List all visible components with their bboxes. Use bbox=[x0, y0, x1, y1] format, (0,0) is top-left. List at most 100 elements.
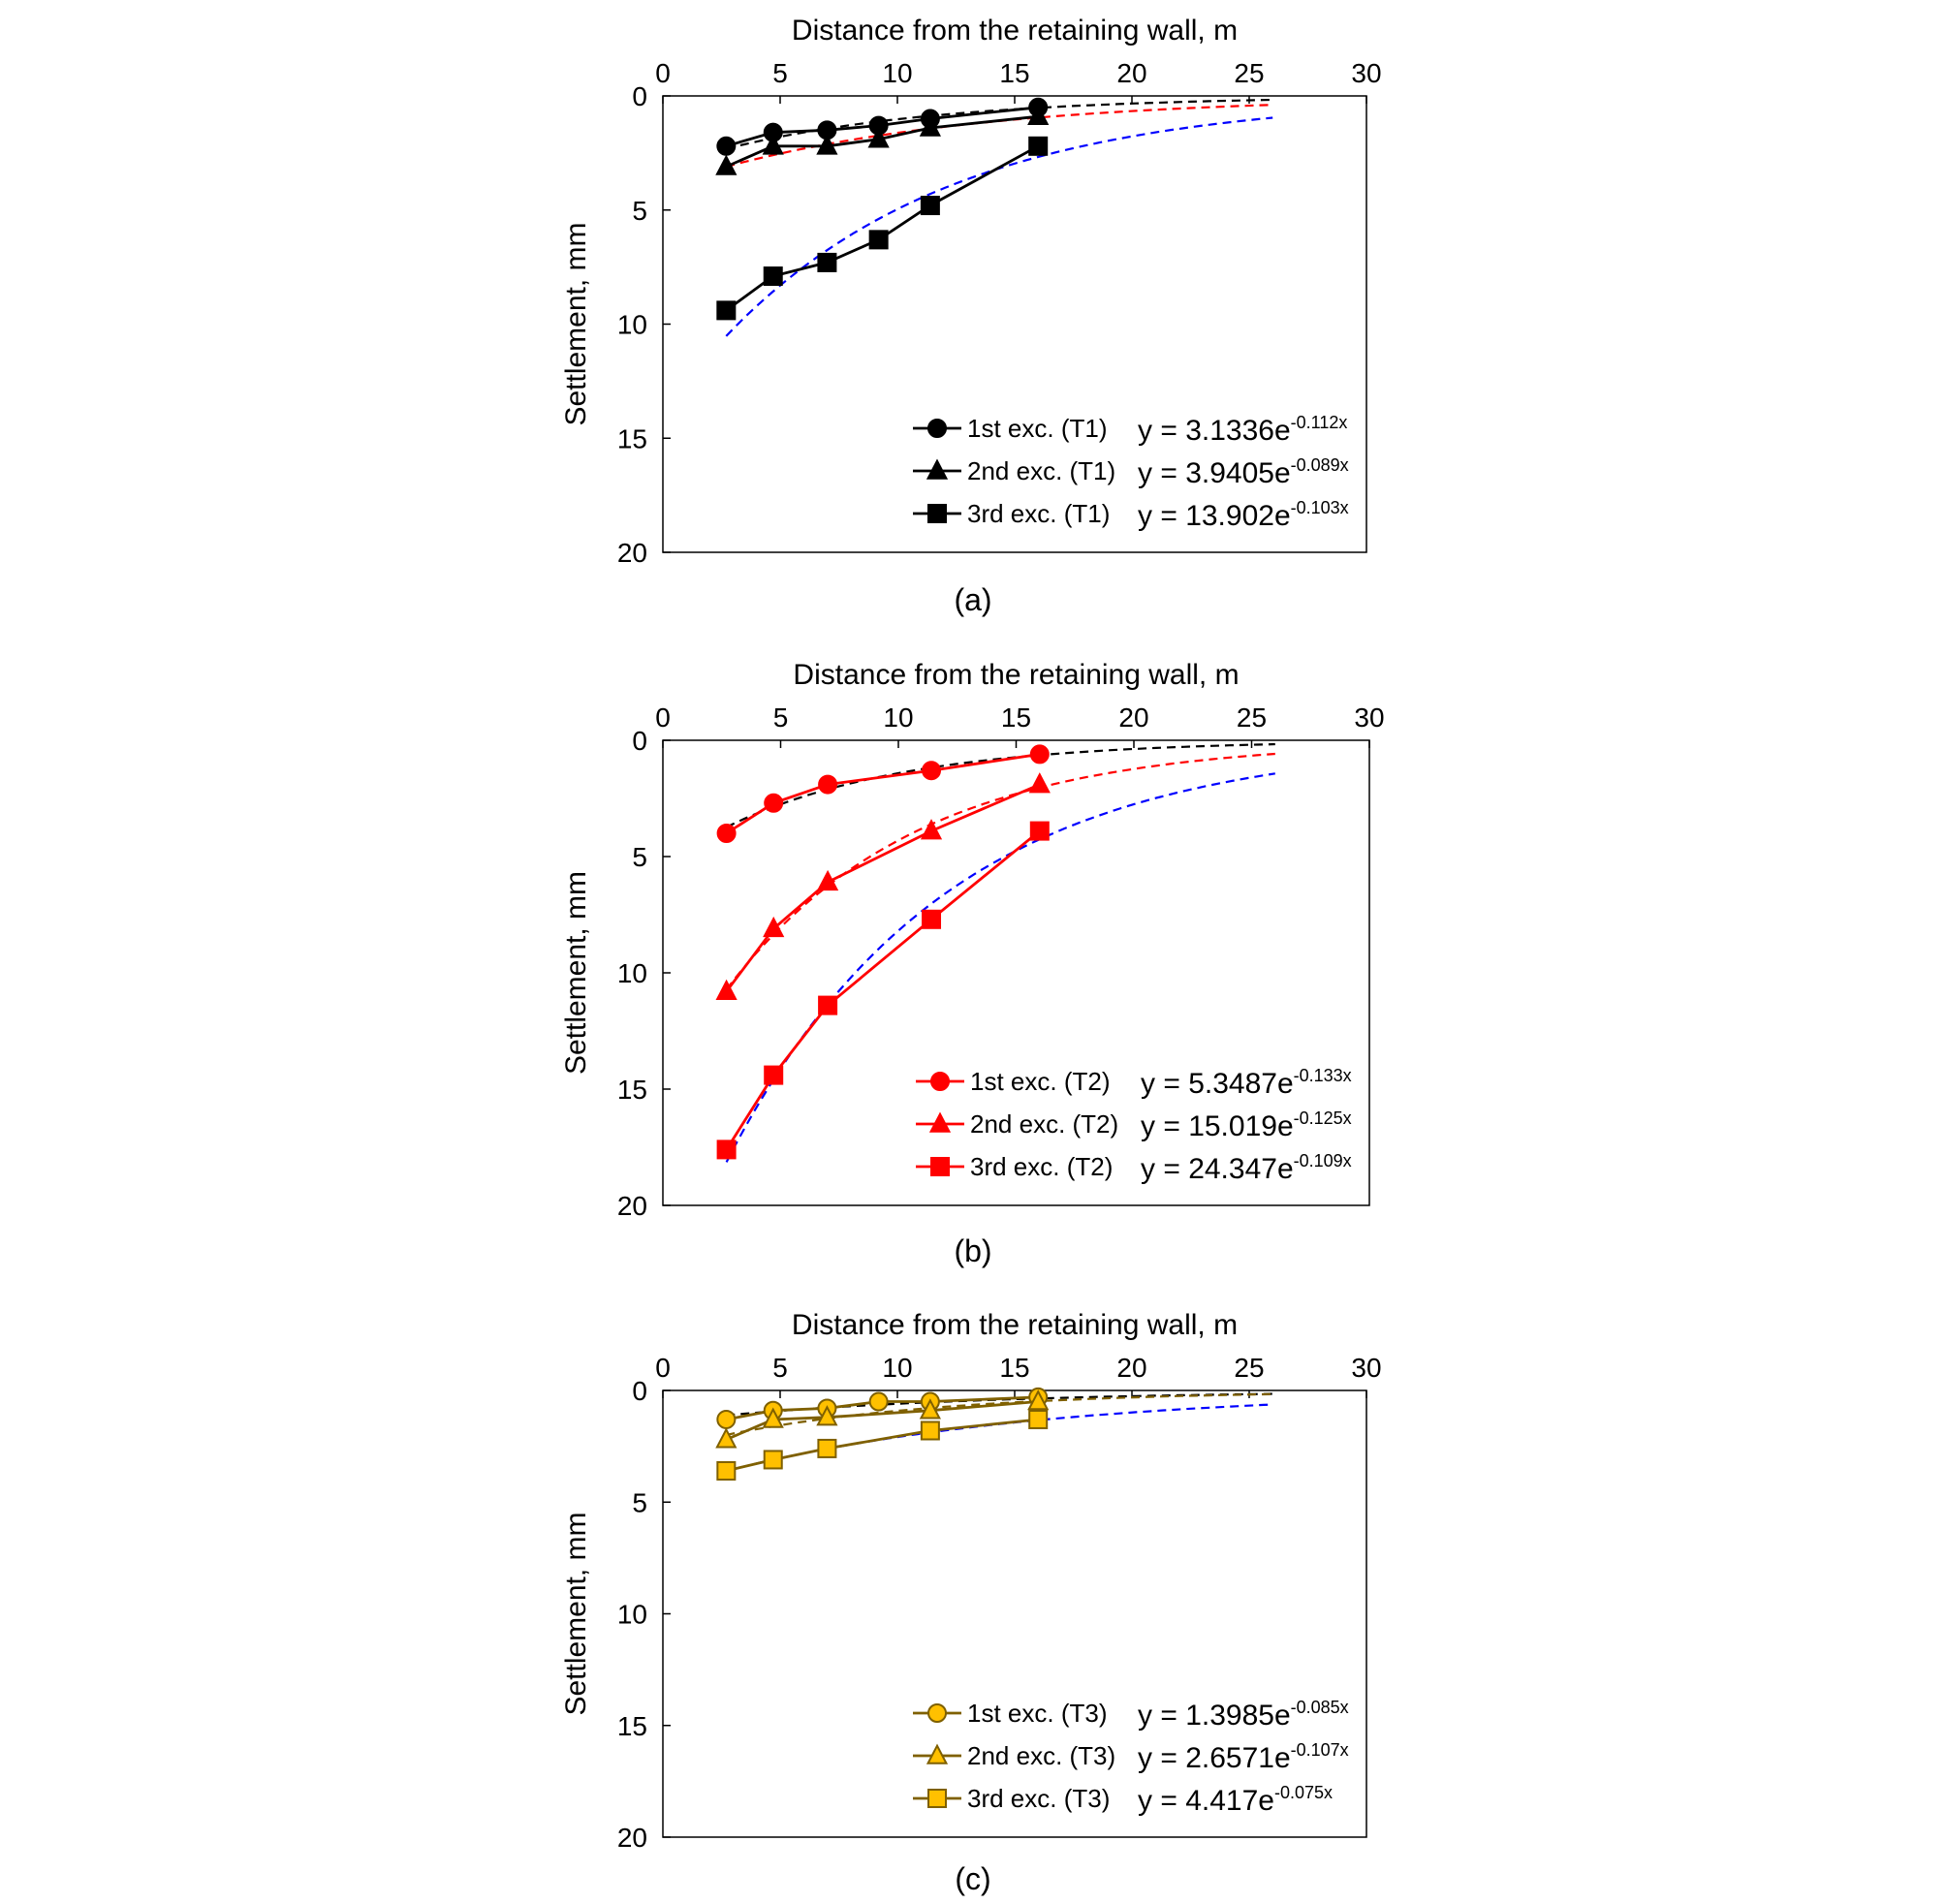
y-tick-label: 10 bbox=[617, 310, 647, 340]
legend-entry: 1st exc. (T2) bbox=[970, 1067, 1110, 1096]
data-point-triangle bbox=[817, 869, 839, 891]
y-tick-label: 5 bbox=[632, 842, 647, 872]
x-tick-label: 20 bbox=[1116, 58, 1146, 88]
fit-equation-base: y = 15.019e bbox=[1141, 1110, 1294, 1142]
panel-label: (a) bbox=[954, 582, 991, 617]
data-point-square bbox=[1028, 136, 1049, 156]
fit-equation-base: y = 1.3985e bbox=[1138, 1700, 1291, 1732]
fit-equation: y = 2.6571e-0.107x bbox=[1138, 1740, 1349, 1774]
x-tick-label: 20 bbox=[1118, 702, 1148, 733]
legend-entry: 2nd exc. (T1) bbox=[967, 456, 1115, 485]
x-tick-label: 10 bbox=[882, 58, 912, 88]
y-tick-label: 10 bbox=[617, 958, 647, 988]
data-point-triangle bbox=[1028, 772, 1051, 794]
fit-equation-exponent: -0.103x bbox=[1291, 498, 1349, 517]
fit-curve-triangle bbox=[726, 104, 1273, 169]
data-point-circle bbox=[818, 774, 838, 795]
x-tick-label: 10 bbox=[883, 702, 913, 733]
fit-curve-square bbox=[725, 772, 1275, 1163]
fit-curve-triangle bbox=[726, 1392, 1273, 1436]
data-point-square bbox=[818, 995, 838, 1015]
fit-equation: y = 13.902e-0.103x bbox=[1138, 498, 1349, 532]
data-point-triangle bbox=[867, 127, 890, 148]
fit-equation-exponent: -0.125x bbox=[1294, 1108, 1352, 1128]
data-point-triangle bbox=[816, 134, 838, 155]
data-point-circle bbox=[868, 1391, 889, 1412]
data-point-triangle bbox=[1027, 104, 1050, 125]
chart-panel-2: 0 5 10 15 20 25 30 0 5 10 15 20 Distance from the re… bbox=[560, 659, 1385, 1268]
x-axis-title: Distance from the retaining wall, m bbox=[792, 15, 1238, 47]
x-tick-label: 10 bbox=[882, 1353, 912, 1383]
x-axis-title: Distance from the retaining wall, m bbox=[792, 1309, 1238, 1341]
series-line-square bbox=[725, 829, 1041, 1151]
fit-equation-base: y = 5.3487e bbox=[1141, 1068, 1294, 1100]
y-tick-label: 0 bbox=[632, 726, 647, 756]
x-tick-label: 25 bbox=[1237, 702, 1267, 733]
data-point-square bbox=[716, 1139, 737, 1160]
y-tick-label: 0 bbox=[632, 1376, 647, 1406]
data-point-square bbox=[817, 1438, 837, 1458]
data-point-circle bbox=[716, 136, 737, 156]
fit-equation: y = 3.9405e-0.089x bbox=[1138, 455, 1349, 489]
legend-entry: 3rd exc. (T2) bbox=[970, 1152, 1113, 1181]
fit-curve-square bbox=[725, 116, 1273, 337]
data-point-circle bbox=[764, 793, 784, 813]
data-point-circle bbox=[716, 824, 737, 843]
x-tick-label: 20 bbox=[1116, 1353, 1146, 1383]
fit-equation: y = 24.347e-0.109x bbox=[1141, 1151, 1352, 1185]
fit-equation-base: y = 3.1336e bbox=[1138, 415, 1291, 447]
fit-equation-exponent: -0.133x bbox=[1294, 1066, 1352, 1085]
x-tick-label: 0 bbox=[655, 702, 671, 733]
data-point-triangle bbox=[762, 134, 784, 155]
legend-entry: 3rd exc. (T1) bbox=[967, 499, 1110, 528]
x-axis-title: Distance from the retaining wall, m bbox=[793, 659, 1239, 691]
panel-label: (c) bbox=[955, 1861, 990, 1896]
data-point-square bbox=[868, 230, 889, 250]
fit-equation: y = 5.3487e-0.133x bbox=[1141, 1066, 1352, 1100]
panel-label: (b) bbox=[954, 1233, 991, 1268]
data-point-square bbox=[1028, 1409, 1049, 1429]
fit-equation-exponent: -0.075x bbox=[1274, 1783, 1333, 1802]
legend-marker-triangle bbox=[926, 1743, 949, 1764]
x-tick-label: 0 bbox=[655, 1353, 671, 1383]
y-tick-label: 20 bbox=[617, 538, 647, 568]
data-point-square bbox=[920, 196, 940, 216]
y-tick-label: 15 bbox=[617, 1075, 647, 1105]
fit-equation-base: y = 3.9405e bbox=[1138, 457, 1291, 489]
legend-marker-square bbox=[927, 1789, 947, 1808]
x-tick-label: 0 bbox=[655, 58, 671, 88]
x-tick-label: 25 bbox=[1234, 58, 1264, 88]
fit-curve-triangle bbox=[725, 752, 1275, 990]
legend-entry: 3rd exc. (T3) bbox=[967, 1784, 1110, 1813]
chart-panel-3: 0 5 10 15 20 25 30 0 5 10 15 20 Distance from the re… bbox=[560, 1309, 1382, 1896]
y-tick-label: 0 bbox=[632, 81, 647, 111]
data-point-triangle bbox=[919, 1398, 941, 1420]
legend-marker-triangle bbox=[926, 458, 949, 480]
legend-entry: 1st exc. (T3) bbox=[967, 1699, 1107, 1728]
data-point-square bbox=[1029, 821, 1050, 841]
data-point-square bbox=[764, 1065, 784, 1085]
legend-entry: 2nd exc. (T3) bbox=[967, 1741, 1115, 1770]
x-tick-label: 15 bbox=[999, 58, 1029, 88]
fit-equation-base: y = 2.6571e bbox=[1138, 1742, 1291, 1774]
y-axis-title: Settlement, mm bbox=[560, 222, 592, 425]
y-tick-label: 15 bbox=[617, 1711, 647, 1741]
x-tick-label: 15 bbox=[999, 1353, 1029, 1383]
fit-curve-square bbox=[726, 1403, 1273, 1473]
x-tick-label: 15 bbox=[1001, 702, 1031, 733]
data-point-triangle bbox=[715, 154, 738, 175]
x-tick-label: 5 bbox=[772, 1353, 788, 1383]
legend-marker-circle bbox=[930, 1072, 950, 1091]
x-tick-label: 5 bbox=[772, 58, 788, 88]
y-tick-label: 10 bbox=[617, 1600, 647, 1630]
data-point-square bbox=[922, 909, 942, 929]
fit-curve-circle bbox=[726, 742, 1275, 828]
data-point-triangle bbox=[762, 1407, 784, 1428]
data-point-square bbox=[716, 1460, 737, 1481]
legend-marker-circle bbox=[927, 1703, 947, 1723]
legend-marker-circle bbox=[927, 419, 947, 438]
legend-marker-triangle bbox=[928, 1111, 952, 1133]
data-point-circle bbox=[1029, 744, 1050, 765]
data-point-square bbox=[716, 300, 737, 321]
